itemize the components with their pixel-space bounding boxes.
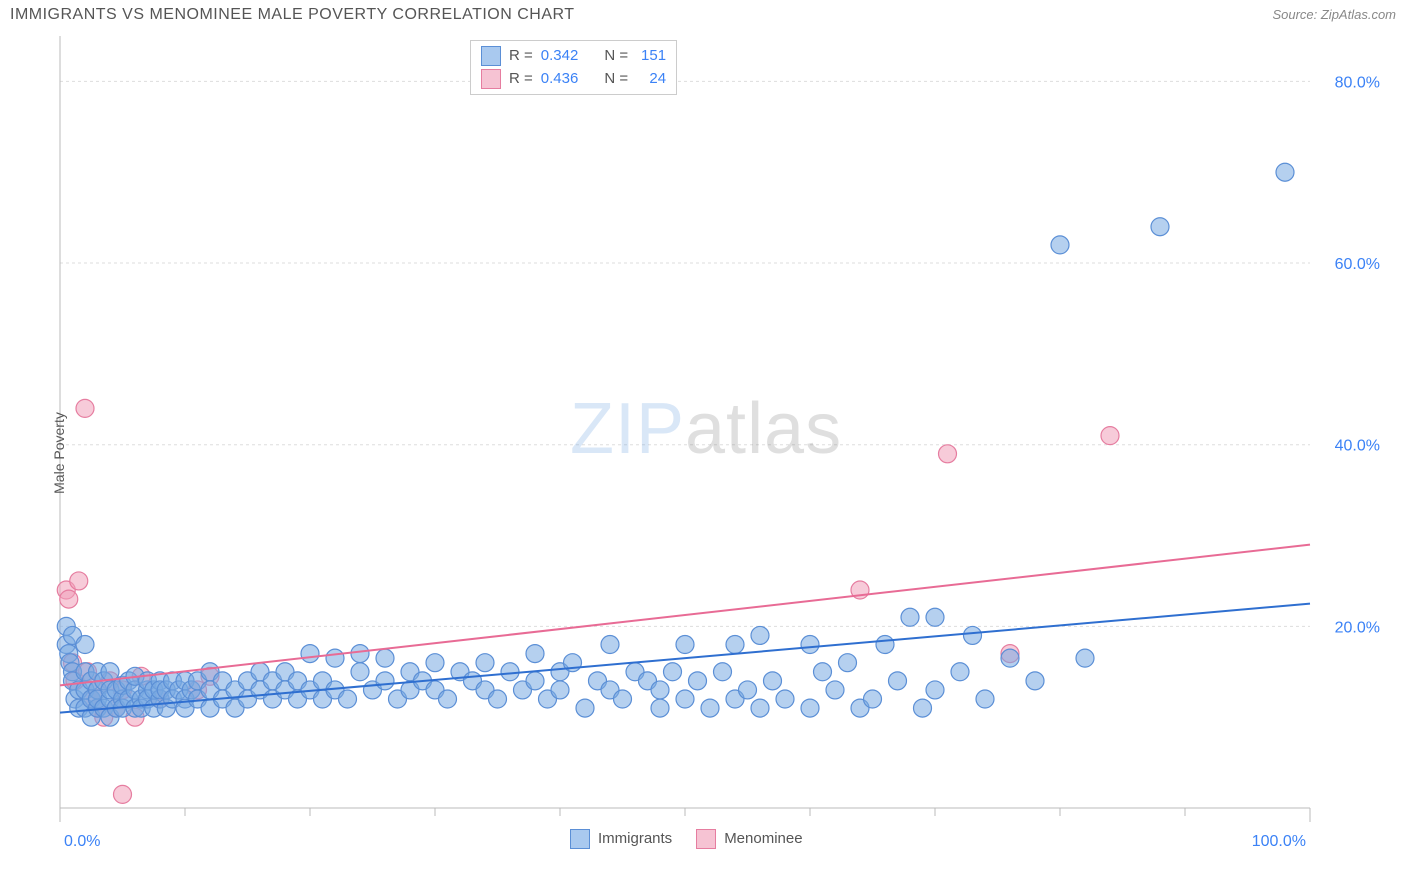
data-point bbox=[864, 690, 882, 708]
data-point bbox=[376, 672, 394, 690]
stat-r-label: R = bbox=[509, 45, 533, 68]
data-point bbox=[1001, 649, 1019, 667]
data-point bbox=[576, 699, 594, 717]
stat-n-label: N = bbox=[604, 68, 628, 91]
data-point bbox=[351, 663, 369, 681]
data-point bbox=[1276, 163, 1294, 181]
svg-text:0.0%: 0.0% bbox=[64, 833, 100, 850]
stat-n-value: 151 bbox=[636, 45, 666, 68]
legend-swatch bbox=[570, 829, 590, 849]
svg-text:20.0%: 20.0% bbox=[1335, 619, 1380, 636]
data-point bbox=[1026, 672, 1044, 690]
data-point bbox=[301, 645, 319, 663]
data-point bbox=[676, 636, 694, 654]
data-point bbox=[901, 608, 919, 626]
stat-r-value: 0.436 bbox=[541, 68, 579, 91]
svg-text:80.0%: 80.0% bbox=[1335, 74, 1380, 91]
series-legend-item: Immigrants bbox=[570, 828, 672, 851]
data-point bbox=[439, 690, 457, 708]
data-point bbox=[551, 681, 569, 699]
data-point bbox=[914, 699, 932, 717]
series-name: Immigrants bbox=[598, 828, 672, 851]
data-point bbox=[501, 663, 519, 681]
data-point bbox=[1051, 236, 1069, 254]
scatter-chart: 20.0% 40.0% 60.0% 80.0% 0.0% 100.0% bbox=[10, 28, 1396, 878]
data-point bbox=[976, 690, 994, 708]
data-point bbox=[526, 672, 544, 690]
data-point bbox=[751, 626, 769, 644]
data-point bbox=[814, 663, 832, 681]
source-label: Source: ZipAtlas.com bbox=[1272, 7, 1396, 22]
y-axis-label: Male Poverty bbox=[51, 412, 67, 494]
data-point bbox=[764, 672, 782, 690]
data-point bbox=[664, 663, 682, 681]
data-point bbox=[351, 645, 369, 663]
data-point bbox=[701, 699, 719, 717]
data-point bbox=[601, 636, 619, 654]
data-point bbox=[339, 690, 357, 708]
stats-legend-row: R = 0.436 N = 24 bbox=[481, 68, 666, 91]
data-point bbox=[60, 590, 78, 608]
data-point bbox=[889, 672, 907, 690]
data-point bbox=[839, 654, 857, 672]
data-point bbox=[951, 663, 969, 681]
stat-r-label: R = bbox=[509, 68, 533, 91]
chart-container: Male Poverty ZIPatlas 20.0%40.0%60.0%80.… bbox=[10, 28, 1396, 878]
stat-n-label: N = bbox=[604, 45, 628, 68]
data-point bbox=[76, 399, 94, 417]
data-point bbox=[826, 681, 844, 699]
data-point bbox=[726, 636, 744, 654]
data-point bbox=[876, 636, 894, 654]
data-point bbox=[614, 690, 632, 708]
legend-swatch bbox=[696, 829, 716, 849]
data-point bbox=[489, 690, 507, 708]
data-point bbox=[939, 445, 957, 463]
legend-swatch bbox=[481, 46, 501, 66]
svg-text:40.0%: 40.0% bbox=[1335, 438, 1380, 455]
data-point bbox=[114, 785, 132, 803]
stats-legend: R = 0.342 N = 151 R = 0.436 N = 24 bbox=[470, 40, 677, 95]
data-point bbox=[776, 690, 794, 708]
data-point bbox=[926, 608, 944, 626]
data-point bbox=[1101, 427, 1119, 445]
data-point bbox=[426, 654, 444, 672]
data-point bbox=[1151, 218, 1169, 236]
svg-text:60.0%: 60.0% bbox=[1335, 256, 1380, 273]
data-point bbox=[651, 699, 669, 717]
data-point bbox=[801, 636, 819, 654]
data-point bbox=[70, 572, 88, 590]
data-point bbox=[651, 681, 669, 699]
data-point bbox=[676, 690, 694, 708]
data-point bbox=[376, 649, 394, 667]
data-point bbox=[1076, 649, 1094, 667]
data-point bbox=[76, 636, 94, 654]
svg-text:100.0%: 100.0% bbox=[1252, 833, 1306, 850]
header-row: IMMIGRANTS VS MENOMINEE MALE POVERTY COR… bbox=[10, 6, 1396, 24]
series-name: Menominee bbox=[724, 828, 802, 851]
data-point bbox=[926, 681, 944, 699]
data-point bbox=[801, 699, 819, 717]
series-legend: Immigrants Menominee bbox=[570, 828, 803, 851]
series-legend-item: Menominee bbox=[696, 828, 802, 851]
stat-n-value: 24 bbox=[636, 68, 666, 91]
data-point bbox=[689, 672, 707, 690]
trend-line bbox=[60, 545, 1310, 686]
stats-legend-row: R = 0.342 N = 151 bbox=[481, 45, 666, 68]
data-point bbox=[964, 626, 982, 644]
data-point bbox=[476, 654, 494, 672]
legend-swatch bbox=[481, 69, 501, 89]
data-point bbox=[751, 699, 769, 717]
data-point bbox=[739, 681, 757, 699]
chart-title: IMMIGRANTS VS MENOMINEE MALE POVERTY COR… bbox=[10, 6, 575, 24]
data-point bbox=[526, 645, 544, 663]
stat-r-value: 0.342 bbox=[541, 45, 579, 68]
data-point bbox=[326, 649, 344, 667]
data-point bbox=[714, 663, 732, 681]
